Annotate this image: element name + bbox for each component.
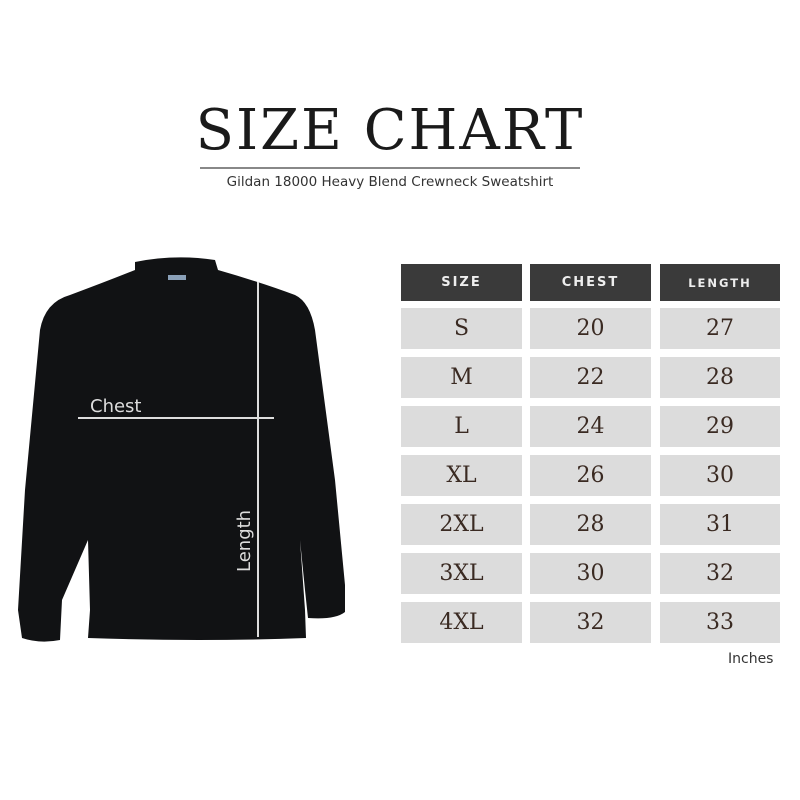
cell-length: 27: [660, 308, 780, 349]
cell-size: L: [401, 406, 522, 447]
page-title: SIZE CHART: [195, 98, 585, 163]
chest-label: Chest: [90, 396, 142, 417]
subtitle: Gildan 18000 Heavy Blend Crewneck Sweats…: [226, 174, 554, 190]
cell-size: 3XL: [401, 553, 522, 594]
cell-chest: 26: [530, 455, 651, 496]
tag-icon: [168, 275, 186, 280]
title-divider: [200, 167, 580, 169]
cell-size: 2XL: [401, 504, 522, 545]
cell-chest: 22: [530, 357, 651, 398]
cell-size: 4XL: [401, 602, 522, 643]
cell-size: XL: [401, 455, 522, 496]
length-label: Length: [234, 510, 255, 572]
header-size: SIZE: [401, 264, 522, 301]
cell-chest: 20: [530, 308, 651, 349]
header-length: LENGTH: [660, 264, 780, 301]
cell-chest: 32: [530, 602, 651, 643]
cell-length: 32: [660, 553, 780, 594]
cell-size: S: [401, 308, 522, 349]
cell-chest: 30: [530, 553, 651, 594]
cell-length: 28: [660, 357, 780, 398]
cell-length: 33: [660, 602, 780, 643]
cell-chest: 28: [530, 504, 651, 545]
header-chest: CHEST: [530, 264, 651, 301]
sweatshirt-diagram: Chest Length: [18, 257, 345, 642]
cell-length: 31: [660, 504, 780, 545]
sweatshirt-image: [18, 257, 345, 642]
cell-length: 30: [660, 455, 780, 496]
cell-length: 29: [660, 406, 780, 447]
units-label: Inches: [728, 651, 774, 667]
cell-chest: 24: [530, 406, 651, 447]
cell-size: M: [401, 357, 522, 398]
